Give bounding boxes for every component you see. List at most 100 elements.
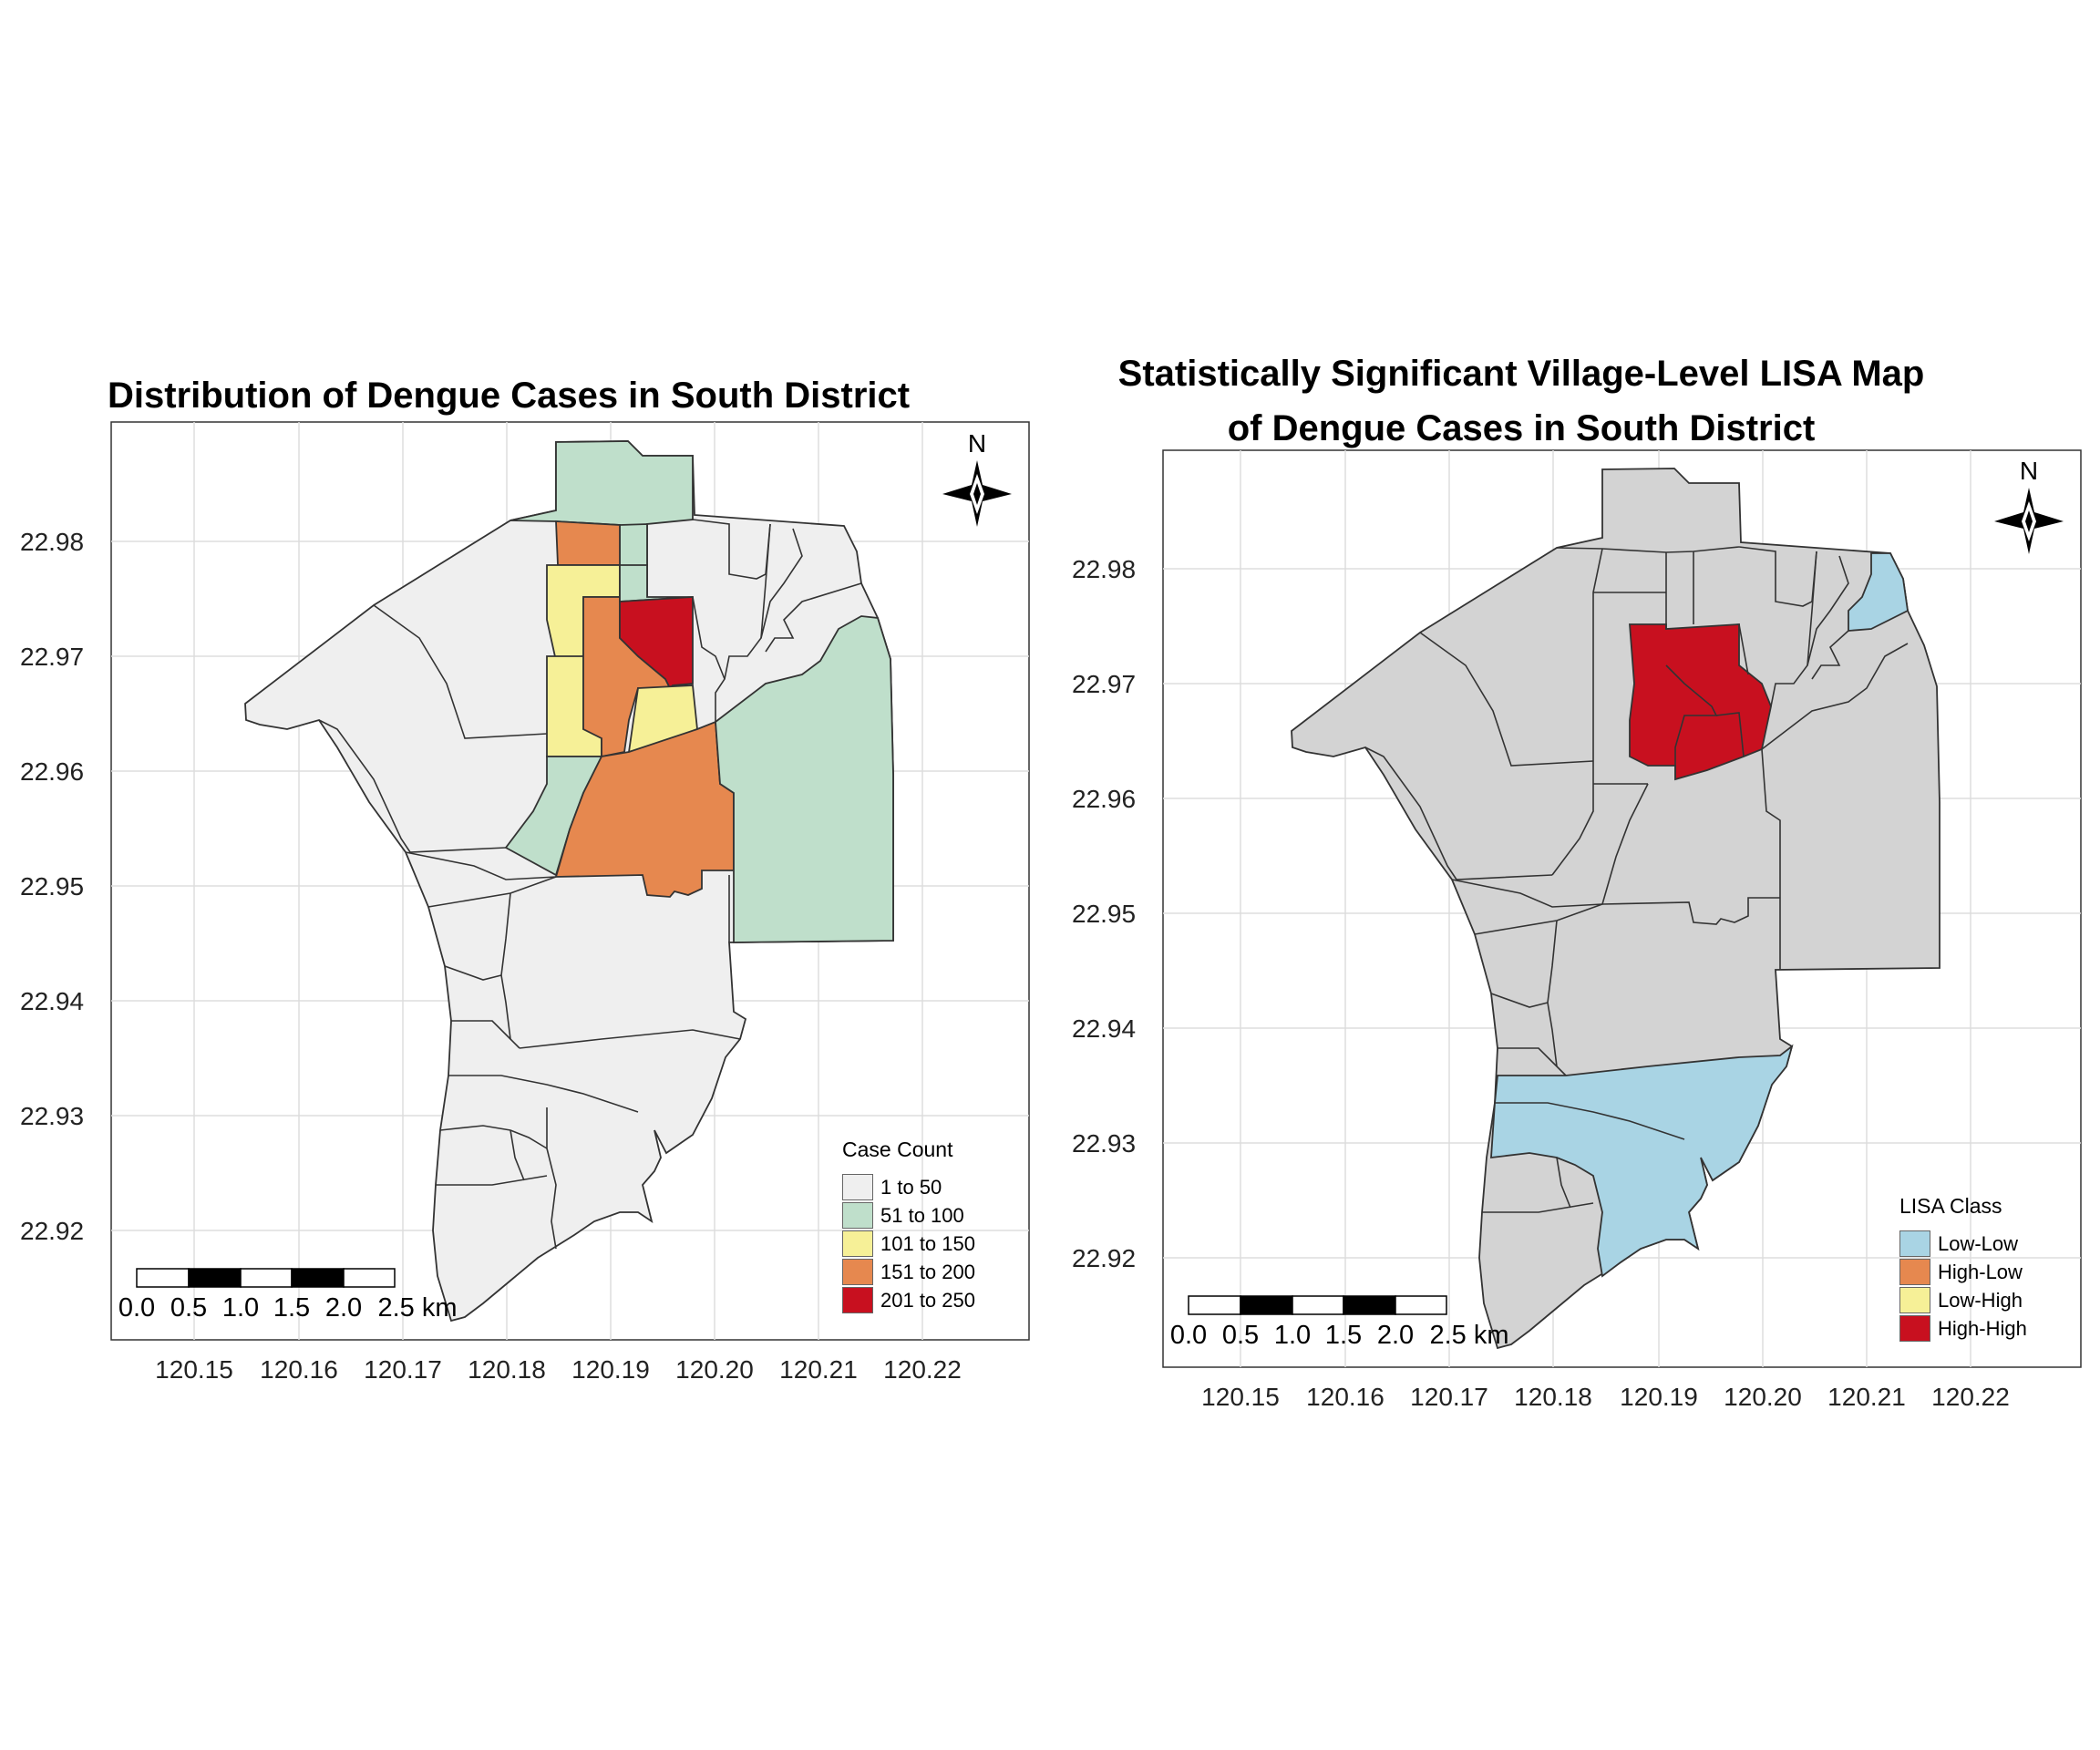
right-legend-swatch-3 (1899, 1315, 1930, 1342)
left-legend-item: 51 to 100 (842, 1201, 975, 1230)
left-legend: Case Count 1 to 50 51 to 100 101 to 150 … (842, 1138, 975, 1314)
right-region-low-low-ne (1848, 552, 1909, 632)
left-ytick-1: 22.97 (20, 643, 84, 671)
right-ytick-5: 22.93 (1072, 1129, 1136, 1158)
left-legend-item: 151 to 200 (842, 1258, 975, 1286)
right-legend-title: LISA Class (1899, 1194, 2002, 1218)
right-north-label: N (2020, 457, 2038, 485)
left-ytick-4: 22.94 (20, 987, 84, 1015)
right-north-arrow-icon: N (1994, 457, 2064, 554)
right-legend-swatch-1 (1899, 1259, 1930, 1285)
left-map-title: Distribution of Dengue Cases in South Di… (108, 376, 911, 416)
left-legend-label-0: 1 to 50 (880, 1175, 942, 1199)
right-scale-label-1: 0.5 (1222, 1321, 1259, 1350)
left-legend-title: Case Count (842, 1138, 953, 1161)
right-ytick-0: 22.98 (1072, 555, 1136, 583)
left-legend-swatch-1 (842, 1202, 873, 1229)
left-xtick-0: 120.15 (155, 1355, 233, 1384)
right-x-axis-labels: 120.15 120.16 120.17 120.18 120.19 120.2… (1201, 1383, 2010, 1411)
left-xtick-6: 120.21 (779, 1355, 858, 1384)
left-legend-swatch-3 (842, 1259, 873, 1285)
right-xtick-4: 120.19 (1620, 1383, 1698, 1411)
left-district-base (244, 440, 894, 1323)
right-ytick-6: 22.92 (1072, 1244, 1136, 1272)
right-scale-label-2: 1.0 (1274, 1321, 1311, 1350)
left-legend-swatch-4 (842, 1287, 873, 1313)
left-internal-boundaries (318, 519, 862, 1250)
right-legend-swatch-0 (1899, 1230, 1930, 1257)
left-xtick-2: 120.17 (364, 1355, 442, 1384)
right-xtick-1: 120.16 (1306, 1383, 1385, 1411)
right-xtick-2: 120.17 (1410, 1383, 1488, 1411)
left-region-orange-top (555, 520, 621, 566)
right-ytick-3: 22.95 (1072, 900, 1136, 928)
left-region-green-right (715, 615, 894, 943)
right-legend-label-0: Low-Low (1938, 1231, 2019, 1255)
right-legend-label-2: Low-High (1938, 1288, 2023, 1312)
right-scale-label-0: 0.0 (1170, 1321, 1207, 1350)
right-legend-label-3: High-High (1938, 1316, 2027, 1340)
right-legend-item: Low-High (1899, 1286, 2027, 1314)
right-xtick-7: 120.22 (1931, 1383, 2010, 1411)
right-map-title-line1: Statistically Significant Village-Level … (1117, 354, 1925, 394)
left-scale-label-3: 1.5 (273, 1293, 310, 1323)
right-legend-item: Low-Low (1899, 1230, 2027, 1258)
right-legend: LISA Class Low-Low High-Low Low-High Hig… (1899, 1194, 2027, 1343)
left-legend-label-1: 51 to 100 (880, 1203, 964, 1227)
left-xtick-4: 120.19 (571, 1355, 650, 1384)
right-ytick-4: 22.94 (1072, 1014, 1136, 1043)
left-legend-item: 1 to 50 (842, 1173, 975, 1201)
left-legend-label-4: 201 to 250 (880, 1288, 975, 1312)
right-map-svg: 22.98 22.97 22.96 22.95 22.94 22.93 22.9… (1072, 449, 2082, 1411)
left-scale-label-4: 2.0 (325, 1293, 362, 1323)
left-legend-item: 101 to 150 (842, 1230, 975, 1258)
left-legend-label-3: 151 to 200 (880, 1260, 975, 1283)
right-xtick-3: 120.18 (1514, 1383, 1592, 1411)
left-region-green-mid (619, 564, 694, 602)
left-ytick-5: 22.93 (20, 1102, 84, 1130)
right-scale-label-4: 2.0 (1377, 1321, 1414, 1350)
left-scale-label-5: 2.5 km (377, 1293, 457, 1323)
left-map-svg: 22.98 22.97 22.96 22.95 22.94 22.93 22.9… (20, 421, 1030, 1384)
right-y-axis-labels: 22.98 22.97 22.96 22.95 22.94 22.93 22.9… (1072, 555, 1136, 1272)
left-legend-swatch-2 (842, 1230, 873, 1257)
right-map-title: Statistically Significant Village-Level … (1050, 346, 2100, 456)
left-map-panel: Distribution of Dengue Cases in South Di… (20, 376, 1030, 1384)
left-xtick-7: 120.22 (883, 1355, 962, 1384)
left-xtick-5: 120.20 (675, 1355, 754, 1384)
left-xtick-3: 120.18 (468, 1355, 546, 1384)
left-scale-bar: 0.0 0.5 1.0 1.5 2.0 2.5 km (118, 1268, 458, 1323)
right-scale-bar: 0.0 0.5 1.0 1.5 2.0 2.5 km (1170, 1295, 1509, 1350)
left-y-axis-labels: 22.98 22.97 22.96 22.95 22.94 22.93 22.9… (20, 528, 84, 1245)
right-legend-swatch-2 (1899, 1287, 1930, 1313)
right-legend-label-1: High-Low (1938, 1260, 2023, 1283)
right-xtick-6: 120.21 (1827, 1383, 1906, 1411)
left-ytick-3: 22.95 (20, 872, 84, 901)
left-legend-item: 201 to 250 (842, 1286, 975, 1314)
right-map-panel: Statistically Significant Village-Level … (1050, 0, 2100, 1750)
left-x-axis-labels: 120.15 120.16 120.17 120.18 120.19 120.2… (155, 1355, 962, 1384)
right-scale-label-5: 2.5 km (1429, 1321, 1508, 1350)
right-map-title-line2: of Dengue Cases in South District (1227, 408, 1816, 448)
right-scale-label-3: 1.5 (1325, 1321, 1362, 1350)
right-xtick-5: 120.20 (1724, 1383, 1802, 1411)
left-region-orange-big (554, 720, 735, 898)
left-north-arrow-icon: N (942, 429, 1012, 527)
left-north-label: N (968, 429, 986, 458)
right-internal-boundaries (1364, 546, 1909, 1213)
right-region-low-low-south (1490, 1044, 1794, 1278)
right-legend-item: High-High (1899, 1314, 2027, 1343)
left-ytick-6: 22.92 (20, 1217, 84, 1245)
left-scale-label-0: 0.0 (118, 1293, 155, 1323)
right-ytick-2: 22.96 (1072, 785, 1136, 813)
left-xtick-1: 120.16 (260, 1355, 338, 1384)
left-ytick-2: 22.96 (20, 757, 84, 786)
left-scale-label-2: 1.0 (222, 1293, 259, 1323)
left-legend-label-2: 101 to 150 (880, 1231, 975, 1255)
right-xtick-0: 120.15 (1201, 1383, 1280, 1411)
right-ytick-1: 22.97 (1072, 670, 1136, 698)
left-ytick-0: 22.98 (20, 528, 84, 556)
right-legend-item: High-Low (1899, 1258, 2027, 1286)
left-legend-swatch-0 (842, 1174, 873, 1200)
left-scale-label-1: 0.5 (170, 1293, 207, 1323)
